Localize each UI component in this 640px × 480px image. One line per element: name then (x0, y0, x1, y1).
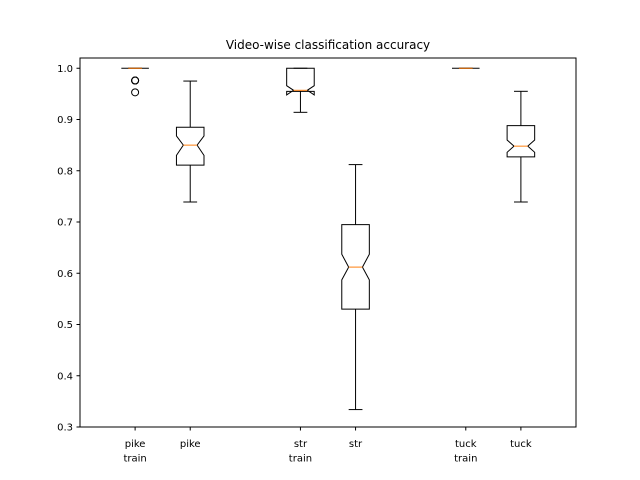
y-tick-label: 1.0 (57, 64, 73, 75)
y-tick-label: 0.6 (57, 269, 73, 280)
x-axis: pike train pike str train str tuck train tuck (123, 427, 532, 465)
box (506, 125, 536, 158)
x-tick-label: tuck (510, 439, 532, 450)
y-tick-label: 0.5 (57, 320, 73, 331)
box-group (286, 67, 315, 113)
x-tick-label: pike train (123, 439, 146, 465)
box (175, 126, 205, 166)
box-group (175, 80, 205, 203)
plot-area (121, 67, 536, 411)
outlier-point (131, 76, 140, 85)
y-tick-label: 0.8 (57, 166, 73, 177)
x-tick-label: pike (180, 439, 201, 450)
box (286, 67, 315, 96)
x-tick-label: str (349, 439, 363, 450)
x-tick-label: str train (289, 439, 312, 465)
box-group (506, 90, 536, 203)
x-tick-label: tuck train (454, 439, 477, 465)
y-tick-label: 0.7 (57, 218, 73, 229)
y-tick-label: 0.4 (57, 371, 73, 382)
y-tick-label: 0.9 (57, 115, 73, 126)
outlier-point (131, 88, 140, 97)
axes-frame (79, 57, 577, 428)
chart-title: Video-wise classification accuracy (226, 38, 430, 52)
y-tick-label: 0.3 (57, 423, 73, 434)
box (341, 224, 370, 310)
box-group (121, 67, 149, 97)
box-group (341, 164, 370, 411)
y-axis: 0.3 0.4 0.5 0.6 0.7 0.8 0.9 1.0 (57, 64, 80, 434)
